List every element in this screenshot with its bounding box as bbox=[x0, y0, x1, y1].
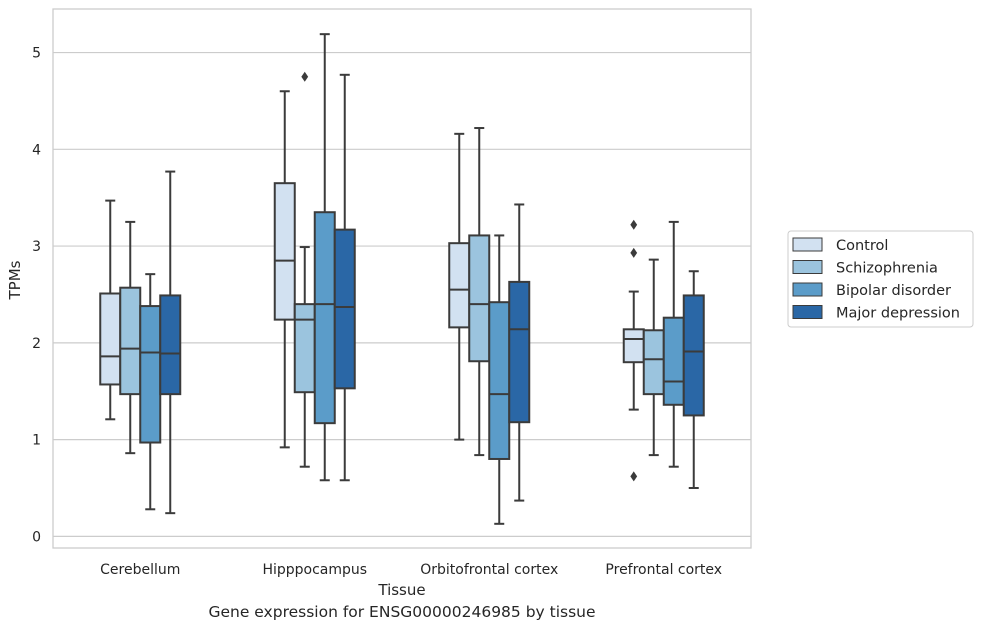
outlier-point bbox=[301, 71, 309, 82]
y-tick-label: 3 bbox=[32, 239, 41, 255]
legend-swatch bbox=[792, 260, 823, 274]
y-axis-label: TPMs bbox=[6, 260, 24, 300]
x-axis-label: Tissue bbox=[377, 581, 425, 599]
box-iqr bbox=[662, 316, 685, 406]
legend-label: Bipolar disorder bbox=[836, 283, 951, 299]
grid-lines bbox=[53, 51, 751, 537]
box-iqr bbox=[448, 242, 471, 329]
legend-label: Schizophrenia bbox=[836, 261, 938, 277]
box bbox=[139, 273, 162, 511]
legend-label: Control bbox=[836, 238, 888, 254]
box bbox=[488, 234, 511, 525]
box-iqr bbox=[159, 294, 182, 396]
box-iqr bbox=[622, 328, 645, 364]
y-tick-label: 1 bbox=[32, 433, 41, 449]
box-iqr bbox=[99, 292, 122, 386]
outlier-point bbox=[630, 219, 638, 230]
box bbox=[333, 73, 356, 482]
box-iqr bbox=[119, 286, 142, 396]
box-iqr bbox=[139, 305, 162, 444]
x-tick-label: Prefrontal cortex bbox=[605, 562, 722, 578]
box bbox=[448, 132, 471, 441]
box-iqr bbox=[293, 303, 316, 394]
outlier-point bbox=[630, 247, 638, 258]
legend-swatch bbox=[792, 305, 823, 319]
box bbox=[99, 199, 122, 421]
outlier-point bbox=[630, 471, 638, 482]
box bbox=[313, 33, 336, 482]
box-iqr bbox=[642, 329, 665, 396]
box bbox=[622, 219, 645, 482]
y-tick-label: 5 bbox=[32, 46, 41, 62]
box-iqr bbox=[508, 280, 531, 424]
legend: Control Schizophrenia Bipolar disorder Majo… bbox=[787, 230, 974, 328]
y-tick-label: 2 bbox=[32, 336, 41, 352]
x-axis-ticks: Cerebellum Hipppocampus Orbitofrontal cort… bbox=[100, 562, 722, 578]
box bbox=[273, 90, 296, 449]
box-iqr bbox=[273, 182, 296, 321]
box bbox=[508, 203, 531, 502]
box bbox=[662, 220, 685, 468]
legend-swatch bbox=[792, 282, 823, 297]
box-iqr bbox=[468, 234, 491, 363]
x-tick-label: Orbitofrontal cortex bbox=[420, 562, 558, 578]
legend-frame bbox=[787, 230, 974, 328]
legend-label: Major depression bbox=[836, 306, 960, 322]
chart-caption: Gene expression for ENSG00000246985 by t… bbox=[208, 603, 596, 621]
box bbox=[682, 270, 705, 490]
box-iqr bbox=[682, 294, 705, 417]
legend-swatch bbox=[792, 237, 823, 252]
box bbox=[293, 71, 316, 468]
x-tick-label: Cerebellum bbox=[100, 562, 180, 578]
box-iqr bbox=[488, 301, 511, 460]
box bbox=[468, 127, 491, 457]
y-axis-ticks: 0 1 2 3 4 5 bbox=[32, 46, 41, 546]
box-iqr bbox=[333, 228, 356, 390]
box-groups bbox=[99, 33, 705, 525]
box bbox=[642, 258, 665, 457]
box-iqr bbox=[313, 211, 336, 425]
plot-frame bbox=[52, 8, 752, 549]
y-tick-label: 4 bbox=[32, 142, 41, 158]
box bbox=[119, 220, 142, 455]
y-tick-label: 0 bbox=[32, 529, 41, 545]
x-tick-label: Hipppocampus bbox=[262, 562, 367, 578]
box bbox=[159, 170, 182, 515]
